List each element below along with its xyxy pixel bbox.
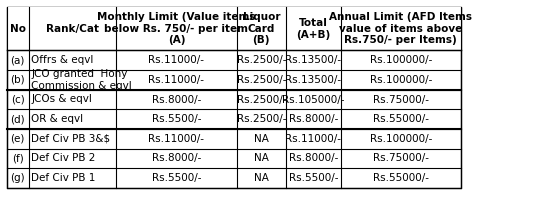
Text: Rs.55000/-: Rs.55000/- — [373, 173, 429, 183]
Text: Liquor
Card
(B): Liquor Card (B) — [243, 12, 280, 45]
Bar — [7, 7, 461, 188]
Text: Rs.8000/-: Rs.8000/- — [152, 153, 201, 163]
Text: Annual Limit (AFD Items
value of items above
Rs.750/- per Items): Annual Limit (AFD Items value of items a… — [329, 12, 472, 45]
Text: Rs.100000/-: Rs.100000/- — [370, 134, 432, 144]
Text: Rs.105000/-: Rs.105000/- — [282, 95, 344, 104]
Text: Rs.13500/-: Rs.13500/- — [285, 75, 342, 85]
Text: Rs.5500/-: Rs.5500/- — [152, 173, 201, 183]
Text: (e): (e) — [10, 134, 25, 144]
Text: (c): (c) — [11, 95, 25, 104]
Text: OR & eqvl: OR & eqvl — [31, 114, 84, 124]
Text: Rs.8000/-: Rs.8000/- — [289, 114, 338, 124]
Text: Def Civ PB 1: Def Civ PB 1 — [31, 173, 96, 183]
Text: Rs.8000/-: Rs.8000/- — [289, 153, 338, 163]
Text: Rs.2500/-: Rs.2500/- — [236, 95, 286, 104]
Text: NA: NA — [254, 153, 269, 163]
Text: Rs.5500/-: Rs.5500/- — [289, 173, 338, 183]
Text: Rs.2500/-: Rs.2500/- — [236, 114, 286, 124]
Text: Rs.55000/-: Rs.55000/- — [373, 114, 429, 124]
Text: Rs.75000/-: Rs.75000/- — [373, 95, 429, 104]
Text: Rs.75000/-: Rs.75000/- — [373, 153, 429, 163]
Text: Rs.100000/-: Rs.100000/- — [370, 75, 432, 85]
Text: NA: NA — [254, 173, 269, 183]
Text: (a): (a) — [10, 55, 25, 65]
Text: Rs.8000/-: Rs.8000/- — [152, 95, 201, 104]
Text: Def Civ PB 2: Def Civ PB 2 — [31, 153, 96, 163]
Text: Rs.13500/-: Rs.13500/- — [285, 55, 342, 65]
Text: JCOs & eqvl: JCOs & eqvl — [31, 95, 92, 104]
Text: Rs.2500/-: Rs.2500/- — [236, 75, 286, 85]
Bar — [7, 7, 461, 50]
Text: Rs.11000/-: Rs.11000/- — [148, 75, 205, 85]
Text: Rank/Cat: Rank/Cat — [46, 24, 99, 34]
Text: (f): (f) — [12, 153, 24, 163]
Text: Rs.5500/-: Rs.5500/- — [152, 114, 201, 124]
Text: JCO granted  Hony
Commission & eqvl: JCO granted Hony Commission & eqvl — [31, 69, 132, 91]
Text: Monthly Limit (Value items
below Rs. 750/- per item
(A): Monthly Limit (Value items below Rs. 750… — [97, 12, 256, 45]
Text: Total
(A+B): Total (A+B) — [296, 18, 331, 40]
Text: Rs.2500/-: Rs.2500/- — [236, 55, 286, 65]
Text: Rs.100000/-: Rs.100000/- — [370, 55, 432, 65]
Text: Offrs & eqvl: Offrs & eqvl — [31, 55, 94, 65]
Text: NA: NA — [254, 134, 269, 144]
Text: Rs.11000/-: Rs.11000/- — [148, 55, 205, 65]
Text: Rs.11000/-: Rs.11000/- — [285, 134, 342, 144]
Text: (b): (b) — [10, 75, 25, 85]
Text: Def Civ PB 3&$: Def Civ PB 3&$ — [31, 134, 111, 144]
Text: (g): (g) — [10, 173, 25, 183]
Text: No: No — [10, 24, 26, 34]
Text: Rs.11000/-: Rs.11000/- — [148, 134, 205, 144]
Text: (d): (d) — [10, 114, 25, 124]
